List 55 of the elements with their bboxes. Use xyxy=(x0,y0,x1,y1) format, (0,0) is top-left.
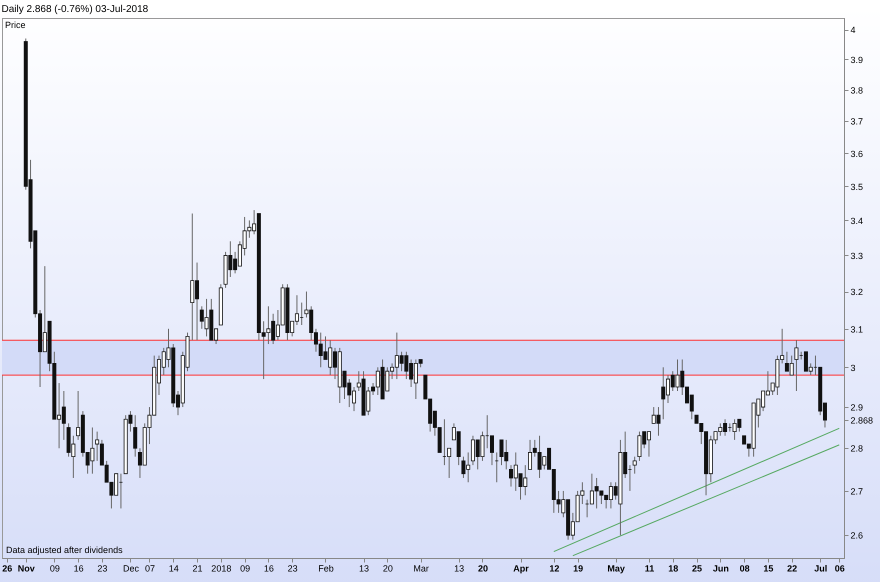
y-tick-label: 2.8 xyxy=(850,444,864,454)
x-tick-label: 20 xyxy=(478,564,488,574)
x-tick-label: 23 xyxy=(288,564,298,574)
y-tick-label: 3.7 xyxy=(850,116,864,127)
annotation: Data adjusted after dividends xyxy=(6,545,124,555)
chart-title: Daily 2.868 (-0.76%) 03-Jul-2018 xyxy=(2,4,149,15)
x-tick-label: Feb xyxy=(318,564,334,574)
x-tick-label: 12 xyxy=(549,564,560,574)
x-tick-label: 23 xyxy=(97,564,108,574)
x-tick-label: 09 xyxy=(50,564,60,574)
candlestick xyxy=(490,435,494,466)
x-tick-label: Dec xyxy=(122,564,140,574)
candlestick xyxy=(447,448,452,478)
x-tick-label: 08 xyxy=(740,564,750,574)
x-tick-label: Apr xyxy=(513,564,530,574)
y-tick-label: 3.6 xyxy=(850,148,864,159)
x-tick-label: Jul xyxy=(814,564,828,574)
y-tick-label: 4 xyxy=(850,25,856,36)
candlestick xyxy=(133,414,138,458)
x-tick-label: 13 xyxy=(454,564,464,574)
x-tick-label: May xyxy=(607,564,625,574)
x-tick-label: Nov xyxy=(18,564,35,574)
x-tick-label: 19 xyxy=(573,564,584,574)
x-tick-label: 25 xyxy=(692,564,702,574)
x-tick-label: 20 xyxy=(382,564,393,574)
x-tick-label: 14 xyxy=(168,564,179,574)
x-tick-label: 13 xyxy=(359,564,370,574)
y-tick-label: 2.7 xyxy=(850,486,864,496)
x-tick-label: 06 xyxy=(834,564,845,574)
y-tick-label: 2.868 xyxy=(850,416,874,426)
x-tick-label: Mar xyxy=(413,564,429,574)
x-tick-label: 2018 xyxy=(211,564,232,574)
x-tick-label: Jun xyxy=(712,564,729,574)
y-tick-label: 3.1 xyxy=(850,324,864,334)
y-tick-label: 3.5 xyxy=(850,182,864,192)
y-tick-label: 3.2 xyxy=(850,287,864,298)
y-tick-label: 2.9 xyxy=(850,402,864,413)
y-tick-label: 3.4 xyxy=(850,216,864,226)
y-tick-label: 3 xyxy=(850,362,856,373)
x-tick-label: 21 xyxy=(192,564,203,574)
y-tick-label: 3.9 xyxy=(850,54,864,65)
x-tick-label: 07 xyxy=(144,564,155,574)
x-tick-label: 09 xyxy=(240,564,250,574)
candlestick xyxy=(632,456,637,474)
y-axis-title: Price xyxy=(5,20,26,30)
x-tick-label: 11 xyxy=(644,564,654,574)
y-tick-label: 3.3 xyxy=(850,250,864,261)
y-tick-label: 2.6 xyxy=(850,530,864,541)
y-tick-label: 3.8 xyxy=(850,85,864,96)
x-tick-label: 18 xyxy=(668,564,678,574)
x-tick-label: 26 xyxy=(2,564,12,574)
x-tick-label: 16 xyxy=(74,564,84,574)
x-tick-label: 22 xyxy=(787,564,798,574)
x-tick-label: 16 xyxy=(264,564,274,574)
x-tick-label: 15 xyxy=(763,564,774,574)
